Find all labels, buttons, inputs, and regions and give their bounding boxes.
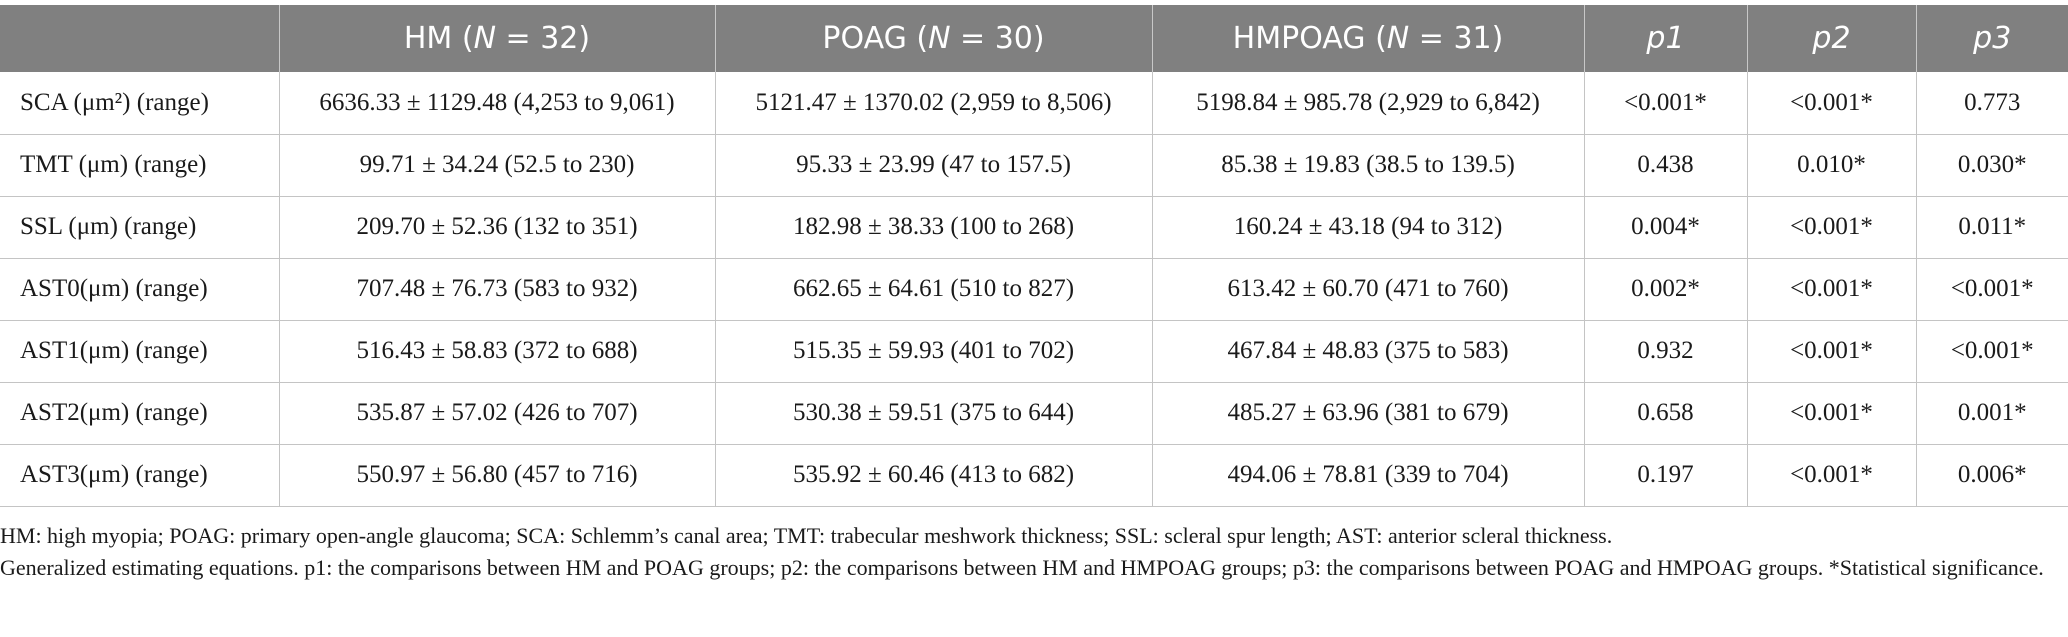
cell-p3: 0.773 <box>1964 88 2021 116</box>
cell-hm: 209.70 ± 52.36 (132 to 351) <box>279 196 716 258</box>
footnote-methods: Generalized estimating equations. p1: th… <box>0 555 2044 580</box>
cell-hm: 516.43 ± 58.83 (372 to 688) <box>279 320 716 382</box>
cell-p3: 0.006* <box>1957 461 2027 488</box>
table-body: SCA (μm²) (range) 6636.33 ± 1129.48 (4,2… <box>0 72 2068 506</box>
cell-p2: 0.010* <box>1747 134 1917 196</box>
cell-hmpoag: 85.38 ± 19.83 (38.5 to 139.5) <box>1152 134 1585 196</box>
cell-p3: 0.011* <box>1958 213 2027 240</box>
table-row: SCA (μm²) (range) 6636.33 ± 1129.48 (4,2… <box>0 72 2068 134</box>
cell-p3: <0.001* <box>1950 337 2034 364</box>
cell-poag: 515.35 ± 59.93 (401 to 702) <box>715 320 1153 382</box>
header-p1: p1 <box>1584 5 1748 72</box>
table-row: SSL (μm) (range) 209.70 ± 52.36 (132 to … <box>0 196 2068 258</box>
cell-p3: <0.001* <box>1950 275 2034 302</box>
cell-p2: <0.001* <box>1747 72 1917 134</box>
table-row: AST1(μm) (range) 516.43 ± 58.83 (372 to … <box>0 320 2068 382</box>
cell-poag: 535.92 ± 60.46 (413 to 682) <box>715 444 1153 506</box>
cell-hmpoag: 613.42 ± 60.70 (471 to 760) <box>1152 258 1585 320</box>
cell-poag: 182.98 ± 38.33 (100 to 268) <box>715 196 1153 258</box>
header-p3: p3 <box>1973 21 2012 56</box>
cell-p1: 0.932 <box>1584 320 1748 382</box>
header-poag: POAG (N = 30) <box>715 5 1153 72</box>
cell-hm: 6636.33 ± 1129.48 (4,253 to 9,061) <box>279 72 716 134</box>
table-footnote: HM: high myopia; POAG: primary open-angl… <box>0 520 2060 584</box>
cell-p3: 0.001* <box>1957 399 2027 426</box>
table-row: AST2(μm) (range) 535.87 ± 57.02 (426 to … <box>0 382 2068 444</box>
row-label: TMT (μm) (range) <box>0 134 280 196</box>
table-row: AST3(μm) (range) 550.97 ± 56.80 (457 to … <box>0 444 2068 506</box>
cell-p2: <0.001* <box>1747 382 1917 444</box>
header-hmpoag: HMPOAG (N = 31) <box>1152 5 1585 72</box>
row-label: AST3(μm) (range) <box>0 444 280 506</box>
cell-poag: 5121.47 ± 1370.02 (2,959 to 8,506) <box>715 72 1153 134</box>
cell-hmpoag: 160.24 ± 43.18 (94 to 312) <box>1152 196 1585 258</box>
cell-hmpoag: 467.84 ± 48.83 (375 to 583) <box>1152 320 1585 382</box>
cell-p2: <0.001* <box>1747 320 1917 382</box>
cell-poag: 530.38 ± 59.51 (375 to 644) <box>715 382 1153 444</box>
cell-hm: 550.97 ± 56.80 (457 to 716) <box>279 444 716 506</box>
header-hm: HM (N = 32) <box>279 5 716 72</box>
cell-hm: 707.48 ± 76.73 (583 to 932) <box>279 258 716 320</box>
row-label: AST1(μm) (range) <box>0 320 280 382</box>
cell-hm: 99.71 ± 34.24 (52.5 to 230) <box>279 134 716 196</box>
cell-p2: <0.001* <box>1747 444 1917 506</box>
cell-hmpoag: 485.27 ± 63.96 (381 to 679) <box>1152 382 1585 444</box>
cell-p1: <0.001* <box>1584 72 1748 134</box>
cell-p1: 0.004* <box>1584 196 1748 258</box>
row-label: AST0(μm) (range) <box>0 258 280 320</box>
cell-p1: 0.002* <box>1584 258 1748 320</box>
table-row: AST0(μm) (range) 707.48 ± 76.73 (583 to … <box>0 258 2068 320</box>
cell-p1: 0.658 <box>1584 382 1748 444</box>
cell-p1: 0.438 <box>1584 134 1748 196</box>
cell-p1: 0.197 <box>1584 444 1748 506</box>
cell-p2: <0.001* <box>1747 196 1917 258</box>
footnote-abbreviations: HM: high myopia; POAG: primary open-angl… <box>0 523 1613 548</box>
cell-hmpoag: 5198.84 ± 985.78 (2,929 to 6,842) <box>1152 72 1585 134</box>
cell-hm: 535.87 ± 57.02 (426 to 707) <box>279 382 716 444</box>
row-label: SSL (μm) (range) <box>0 196 280 258</box>
cell-p2: <0.001* <box>1747 258 1917 320</box>
table-header: HM (N = 32) POAG (N = 30) HMPOAG (N = 31… <box>0 5 2068 72</box>
header-row: HM (N = 32) POAG (N = 30) HMPOAG (N = 31… <box>0 5 2068 72</box>
results-table: HM (N = 32) POAG (N = 30) HMPOAG (N = 31… <box>0 5 2068 507</box>
header-p2: p2 <box>1747 5 1917 72</box>
header-empty <box>0 5 280 72</box>
cell-poag: 662.65 ± 64.61 (510 to 827) <box>715 258 1153 320</box>
cell-hmpoag: 494.06 ± 78.81 (339 to 704) <box>1152 444 1585 506</box>
cell-poag: 95.33 ± 23.99 (47 to 157.5) <box>715 134 1153 196</box>
table-row: TMT (μm) (range) 99.71 ± 34.24 (52.5 to … <box>0 134 2068 196</box>
row-label: SCA (μm²) (range) <box>0 72 280 134</box>
cell-p3: 0.030* <box>1957 151 2027 178</box>
row-label: AST2(μm) (range) <box>0 382 280 444</box>
